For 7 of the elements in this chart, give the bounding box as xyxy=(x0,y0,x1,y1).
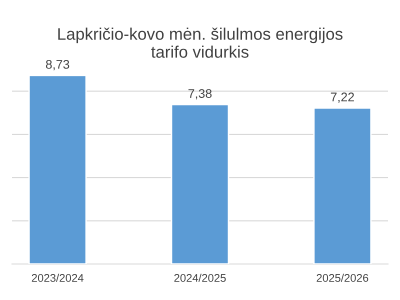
chart-title: Lapkričio-kovo mėn. šilulmos energijos tarifo vidurkis xyxy=(58,28,343,58)
x-tick-label: 2024/2025 xyxy=(174,274,226,282)
data-label: 7,38 xyxy=(188,89,212,100)
x-tick-label: 2025/2026 xyxy=(316,274,368,282)
data-label: 7,22 xyxy=(330,92,354,103)
x-tick-label: 2023/2024 xyxy=(32,274,84,282)
data-label: 8,73 xyxy=(46,60,70,70)
